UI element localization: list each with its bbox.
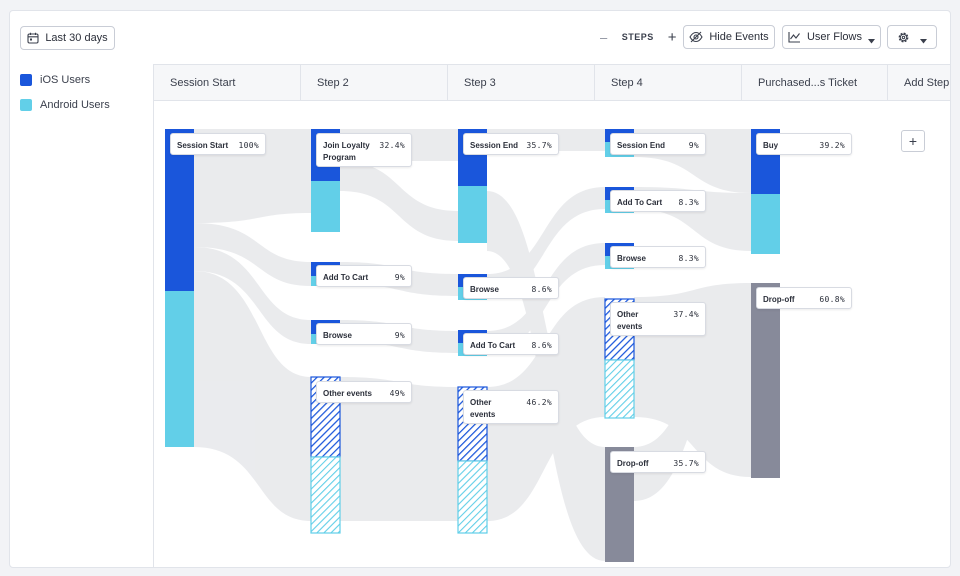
legend-label: iOS Users bbox=[40, 74, 91, 86]
date-range-button[interactable]: Last 30 days bbox=[20, 26, 115, 50]
plus-icon: + bbox=[908, 133, 918, 149]
column-header-purchased-ticket[interactable]: Purchased...s Ticket bbox=[742, 65, 888, 100]
flow-link[interactable] bbox=[487, 191, 605, 561]
steps-control: – STEPS + bbox=[600, 25, 677, 49]
node-label-dropoff-final[interactable]: Drop-off 60.8% bbox=[756, 287, 852, 309]
flow-link[interactable] bbox=[194, 271, 311, 521]
user-flows-label: User Flows bbox=[806, 31, 862, 43]
toolbar: Last 30 days – STEPS + Hide Events User … bbox=[10, 11, 950, 63]
flow-link[interactable] bbox=[340, 377, 458, 521]
user-flows-report: Last 30 days – STEPS + Hide Events User … bbox=[9, 10, 951, 568]
node-label-other-events-step4[interactable]: Other events 37.4% bbox=[610, 302, 706, 336]
node-label-browse-step4[interactable]: Browse 8.3% bbox=[610, 246, 706, 268]
chevron-down-icon bbox=[868, 35, 875, 43]
legend-item-ios[interactable]: iOS Users bbox=[20, 74, 90, 86]
column-header-step-3[interactable]: Step 3 bbox=[448, 65, 595, 100]
date-range-label: Last 30 days bbox=[45, 32, 108, 44]
hide-events-button[interactable]: Hide Events bbox=[683, 25, 775, 49]
column-header-step-2[interactable]: Step 2 bbox=[301, 65, 448, 100]
legend-swatch bbox=[20, 99, 32, 111]
node-label-other-events-step3[interactable]: Other events 46.2% bbox=[463, 390, 559, 424]
steps-minus-button[interactable]: – bbox=[600, 29, 608, 45]
add-step-button[interactable]: + bbox=[901, 130, 925, 152]
calendar-icon bbox=[27, 32, 39, 44]
node-label-session-end-step4[interactable]: Session End 9% bbox=[610, 133, 706, 155]
node-label-session-start[interactable]: Session Start 100% bbox=[170, 133, 266, 155]
flow-canvas: Session Start 100% Join Loyalty Program … bbox=[153, 101, 950, 567]
gear-icon bbox=[897, 31, 910, 44]
node-other-events-step3-bar[interactable] bbox=[457, 386, 488, 534]
node-label-other-events-step2[interactable]: Other events 49% bbox=[316, 381, 412, 403]
node-label-add-to-cart-step4[interactable]: Add To Cart 8.3% bbox=[610, 190, 706, 212]
flow-chart-icon bbox=[788, 31, 801, 43]
node-label-browse-step2[interactable]: Browse 9% bbox=[316, 323, 412, 345]
steps-header: Session Start Step 2 Step 3 Step 4 Purch… bbox=[153, 64, 950, 101]
sankey-diagram bbox=[165, 129, 780, 562]
column-header-add-step[interactable]: Add Step bbox=[904, 76, 950, 89]
node-label-add-to-cart-step3[interactable]: Add To Cart 8.6% bbox=[463, 333, 559, 355]
legend-swatch bbox=[20, 74, 32, 86]
user-flows-dropdown[interactable]: User Flows bbox=[782, 25, 881, 49]
node-dropoff-final-bar[interactable] bbox=[751, 283, 780, 478]
legend-label: Android Users bbox=[40, 99, 110, 111]
node-label-buy[interactable]: Buy 39.2% bbox=[756, 133, 852, 155]
hide-events-label: Hide Events bbox=[709, 31, 769, 43]
flow-link[interactable] bbox=[194, 247, 311, 344]
eye-off-icon bbox=[689, 31, 703, 43]
flow-link[interactable] bbox=[634, 283, 751, 501]
node-label-add-to-cart-step2[interactable]: Add To Cart 9% bbox=[316, 265, 412, 287]
column-header-step-4[interactable]: Step 4 bbox=[595, 65, 742, 100]
chevron-down-icon bbox=[920, 35, 927, 43]
node-label-join-loyalty[interactable]: Join Loyalty Program 32.4% bbox=[316, 133, 412, 167]
node-label-dropoff-step4[interactable]: Drop-off 35.7% bbox=[610, 451, 706, 473]
node-label-browse-step3[interactable]: Browse 8.6% bbox=[463, 277, 559, 299]
legend-item-android[interactable]: Android Users bbox=[20, 99, 110, 111]
flow-link[interactable] bbox=[340, 161, 458, 241]
steps-plus-button[interactable]: + bbox=[667, 28, 678, 46]
node-session-start-bar[interactable] bbox=[165, 129, 194, 447]
column-header-session-start[interactable]: Session Start bbox=[154, 65, 301, 100]
flow-link[interactable] bbox=[194, 223, 311, 286]
settings-dropdown[interactable] bbox=[887, 25, 937, 49]
steps-label: STEPS bbox=[621, 32, 654, 42]
node-label-session-end-step3[interactable]: Session End 35.7% bbox=[463, 133, 559, 155]
